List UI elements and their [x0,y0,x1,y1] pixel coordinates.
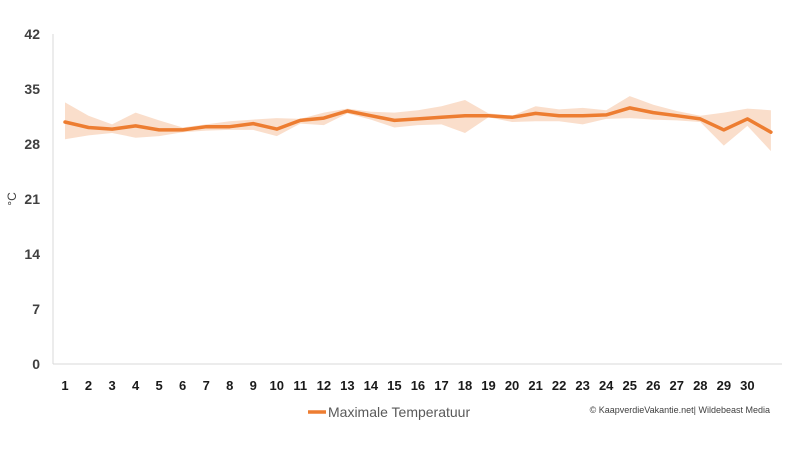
x-tick-label: 2 [85,378,92,393]
y-tick-label: 14 [24,246,40,262]
x-tick-label: 10 [270,378,284,393]
x-tick-label: 5 [156,378,163,393]
x-tick-label: 18 [458,378,472,393]
y-tick-label: 42 [24,26,40,42]
x-tick-label: 14 [364,378,379,393]
x-tick-label: 8 [226,378,233,393]
x-tick-label: 25 [622,378,636,393]
x-tick-label: 13 [340,378,354,393]
x-tick-label: 21 [528,378,542,393]
x-tick-label: 23 [575,378,589,393]
credit-text: © KaapverdieVakantie.net| Wildebeast Med… [590,405,770,415]
x-tick-label: 12 [317,378,331,393]
x-tick-label: 26 [646,378,660,393]
y-tick-labels: 0 7 14 21 28 35 42 [24,26,40,372]
x-tick-label: 6 [179,378,186,393]
y-tick-label: 28 [24,136,40,152]
x-tick-label: 11 [293,378,307,393]
y-axis-label: °C [5,192,19,206]
x-tick-label: 20 [505,378,519,393]
x-tick-label: 22 [552,378,566,393]
y-tick-label: 21 [24,191,40,207]
x-tick-label: 24 [599,378,614,393]
x-tick-label: 29 [717,378,731,393]
legend-label: Maximale Temperatuur [328,404,470,420]
y-tick-label: 0 [32,356,40,372]
x-tick-label: 9 [250,378,257,393]
x-tick-label: 17 [434,378,448,393]
x-tick-label: 15 [387,378,401,393]
series-range-band [65,96,771,152]
x-tick-label: 3 [108,378,115,393]
legend: Maximale Temperatuur [308,404,470,420]
series-lines [63,106,773,134]
x-tick-label: 7 [203,378,210,393]
x-tick-label: 16 [411,378,425,393]
x-tick-label: 28 [693,378,707,393]
x-tick-labels: 1 2 3 4 5 6 7 8 9 10 11 12 13 14 15 16 17 18 19 20 21 22 23 24 2… [61,378,754,393]
x-tick-label: 30 [740,378,754,393]
x-tick-label: 19 [481,378,495,393]
x-tick-label: 4 [132,378,140,393]
series-line [63,106,773,134]
x-tick-label: 1 [61,378,68,393]
y-tick-label: 35 [24,81,40,97]
y-tick-label: 7 [32,301,40,317]
range-bands [65,96,771,152]
x-tick-label: 27 [670,378,684,393]
